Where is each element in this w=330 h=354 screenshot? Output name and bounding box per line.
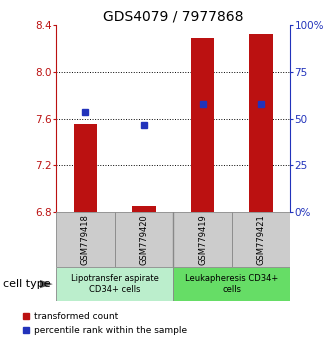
Text: Lipotransfer aspirate
CD34+ cells: Lipotransfer aspirate CD34+ cells: [71, 274, 159, 294]
Bar: [191, 38, 214, 212]
Text: GSM779418: GSM779418: [81, 214, 90, 265]
Legend: transformed count, percentile rank within the sample: transformed count, percentile rank withi…: [21, 313, 187, 335]
Text: GSM779421: GSM779421: [257, 214, 266, 265]
Text: cell type: cell type: [3, 279, 51, 289]
Text: GSM779419: GSM779419: [198, 214, 207, 265]
Bar: [56, 212, 115, 267]
Bar: [56, 267, 173, 301]
Bar: [132, 206, 156, 212]
Title: GDS4079 / 7977868: GDS4079 / 7977868: [103, 10, 244, 24]
Text: Leukapheresis CD34+
cells: Leukapheresis CD34+ cells: [185, 274, 279, 294]
Bar: [74, 125, 97, 212]
Bar: [173, 212, 232, 267]
Bar: [173, 267, 290, 301]
Bar: [249, 34, 273, 212]
Bar: [232, 212, 290, 267]
Text: GSM779420: GSM779420: [140, 214, 148, 265]
Bar: [115, 212, 173, 267]
Polygon shape: [40, 280, 53, 288]
